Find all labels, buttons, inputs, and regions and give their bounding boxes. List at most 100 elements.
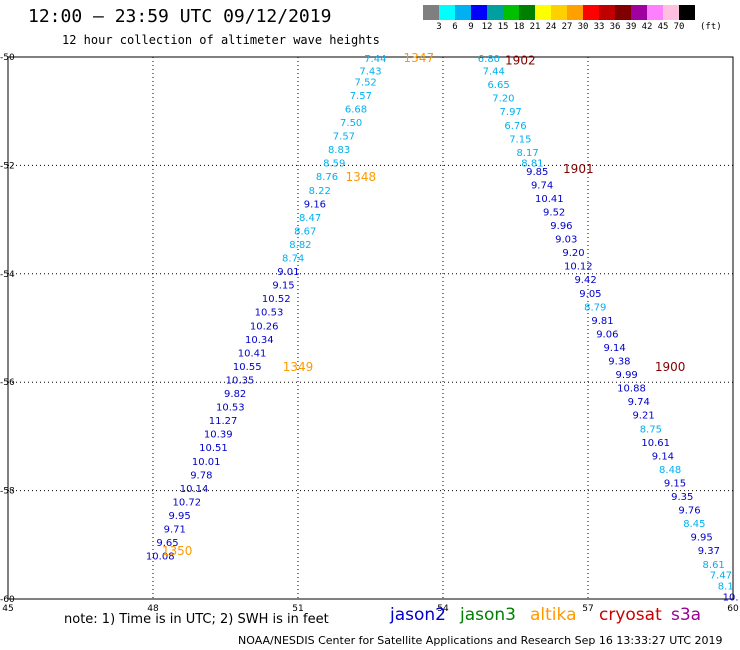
wave-height-value: 7.47 bbox=[710, 571, 732, 582]
satellite-jason2: jason2 bbox=[390, 605, 446, 625]
track-label: 1347 bbox=[404, 51, 435, 65]
colorbar-label: 18 bbox=[513, 22, 525, 32]
wave-height-value: 9.76 bbox=[678, 506, 700, 517]
wave-height-value: 10.88 bbox=[617, 384, 646, 395]
wave-height-value: 9.95 bbox=[168, 511, 190, 522]
colorbar-swatch bbox=[615, 5, 631, 20]
wave-height-value: 10. bbox=[723, 592, 739, 603]
colorbar-swatch bbox=[679, 5, 695, 20]
map-frame bbox=[7, 56, 734, 600]
wave-height-value: 10.08 bbox=[146, 552, 175, 563]
wave-height-value: 9.38 bbox=[608, 357, 630, 368]
wave-height-value: 9.74 bbox=[628, 397, 650, 408]
wave-height-value: 10.14 bbox=[180, 484, 209, 495]
colorbar-label: 30 bbox=[577, 22, 589, 32]
satellite-altika: altika bbox=[530, 605, 577, 625]
wave-height-value: 6.65 bbox=[487, 80, 509, 91]
wave-height-value: 9.42 bbox=[574, 275, 596, 286]
wave-height-value: 7.97 bbox=[500, 107, 522, 118]
wave-height-value: 10.12 bbox=[564, 262, 593, 273]
colorbar-label: 42 bbox=[641, 22, 653, 32]
wave-height-value: 9.14 bbox=[603, 343, 625, 354]
wave-height-value: 7.50 bbox=[340, 118, 362, 129]
wave-height-value: 8.83 bbox=[328, 145, 350, 156]
wave-height-value: 10.35 bbox=[226, 375, 255, 386]
longitude-tick-label: 54 bbox=[437, 604, 449, 614]
wave-height-value: 7.15 bbox=[509, 134, 531, 145]
wave-height-value: 9.16 bbox=[304, 199, 326, 210]
longitude-tick-label: 48 bbox=[147, 604, 159, 614]
colorbar-swatch bbox=[663, 5, 679, 20]
wave-height-value: 9.06 bbox=[596, 329, 618, 340]
colorbar-swatch bbox=[439, 5, 455, 20]
colorbar-swatch bbox=[583, 5, 599, 20]
wave-height-value: 8.67 bbox=[294, 226, 316, 237]
wave-height-value: 9.52 bbox=[543, 207, 565, 218]
wave-height-value: 9.95 bbox=[690, 533, 712, 544]
wave-height-value: 10.55 bbox=[233, 362, 262, 373]
colorbar-swatch bbox=[599, 5, 615, 20]
wave-height-value: 8.48 bbox=[659, 465, 681, 476]
colorbar-label: 70 bbox=[673, 22, 685, 32]
wave-height-value: 7.44 bbox=[364, 54, 386, 65]
track-label: 1902 bbox=[505, 54, 536, 68]
colorbar-swatch bbox=[455, 5, 471, 20]
wave-height-value: 10.51 bbox=[199, 443, 228, 454]
longitude-tick-label: 57 bbox=[582, 604, 593, 614]
wave-height-value: 7.20 bbox=[492, 94, 514, 105]
colorbar-swatch bbox=[567, 5, 583, 20]
wave-height-value: 9.85 bbox=[526, 167, 548, 178]
wave-height-value: 10.41 bbox=[535, 194, 564, 205]
wave-height-value: 9.37 bbox=[698, 546, 720, 557]
colorbar-label: 36 bbox=[609, 22, 621, 32]
track-label: 1349 bbox=[283, 360, 314, 374]
colorbar-label: 12 bbox=[481, 22, 493, 32]
wave-height-value: 9.71 bbox=[164, 525, 186, 536]
wave-height-value: 7.43 bbox=[359, 67, 381, 78]
longitude-tick-label: 45 bbox=[2, 604, 13, 614]
colorbar-label: 39 bbox=[625, 22, 637, 32]
wave-height-value: 9.65 bbox=[156, 538, 178, 549]
latitude-tick-label: -52 bbox=[0, 161, 15, 171]
colorbar-label: 24 bbox=[545, 22, 557, 32]
wave-height-value: 6.80 bbox=[478, 54, 500, 65]
wave-height-value: 10.72 bbox=[173, 497, 202, 508]
wave-height-value: 9.20 bbox=[562, 248, 584, 259]
wave-height-value: 10.41 bbox=[238, 348, 267, 359]
map-title: 12:00 – 23:59 UTC 09/12/2019 bbox=[28, 6, 332, 27]
track-label: 1350 bbox=[162, 544, 193, 558]
longitude-tick-label: 60 bbox=[727, 604, 739, 614]
colorbar-swatch bbox=[535, 5, 551, 20]
map-subtitle: 12 hour collection of altimeter wave hei… bbox=[62, 33, 380, 47]
wave-height-value: 9.81 bbox=[591, 316, 613, 327]
track-label: 1900 bbox=[655, 360, 686, 374]
wave-height-value: 9.05 bbox=[579, 289, 601, 300]
latitude-tick-label: -60 bbox=[0, 595, 15, 605]
wave-height-value: 7.52 bbox=[355, 77, 377, 88]
latitude-tick-label: -50 bbox=[0, 53, 15, 63]
wave-height-value: 10.53 bbox=[255, 308, 284, 319]
wave-height-value: 8.74 bbox=[282, 254, 304, 265]
colorbar-swatch bbox=[519, 5, 535, 20]
satellite-jason3: jason3 bbox=[460, 605, 516, 625]
wave-height-value: 10.26 bbox=[250, 321, 279, 332]
track-label: 1348 bbox=[346, 170, 377, 184]
colorbar-swatch bbox=[631, 5, 647, 20]
colorbar-swatch bbox=[503, 5, 519, 20]
satellite-cryosat: cryosat bbox=[599, 605, 662, 625]
colorbar-label: 9 bbox=[468, 22, 474, 32]
wave-height-value: 8.1 bbox=[718, 581, 734, 592]
footer-note: note: 1) Time is in UTC; 2) SWH is in fe… bbox=[64, 612, 329, 627]
colorbar-label: 27 bbox=[561, 22, 573, 32]
wave-height-value: 8.61 bbox=[703, 560, 725, 571]
track-label: 1901 bbox=[563, 162, 594, 176]
colorbar-swatch bbox=[647, 5, 663, 20]
colorbar-label: 15 bbox=[497, 22, 509, 32]
latitude-tick-label: -54 bbox=[0, 270, 15, 280]
colorbar-swatch bbox=[487, 5, 503, 20]
colorbar-swatch bbox=[551, 5, 567, 20]
wave-height-value: 6.68 bbox=[345, 104, 367, 115]
wave-height-value: 9.03 bbox=[555, 235, 577, 246]
wave-height-value: 9.35 bbox=[671, 492, 693, 503]
